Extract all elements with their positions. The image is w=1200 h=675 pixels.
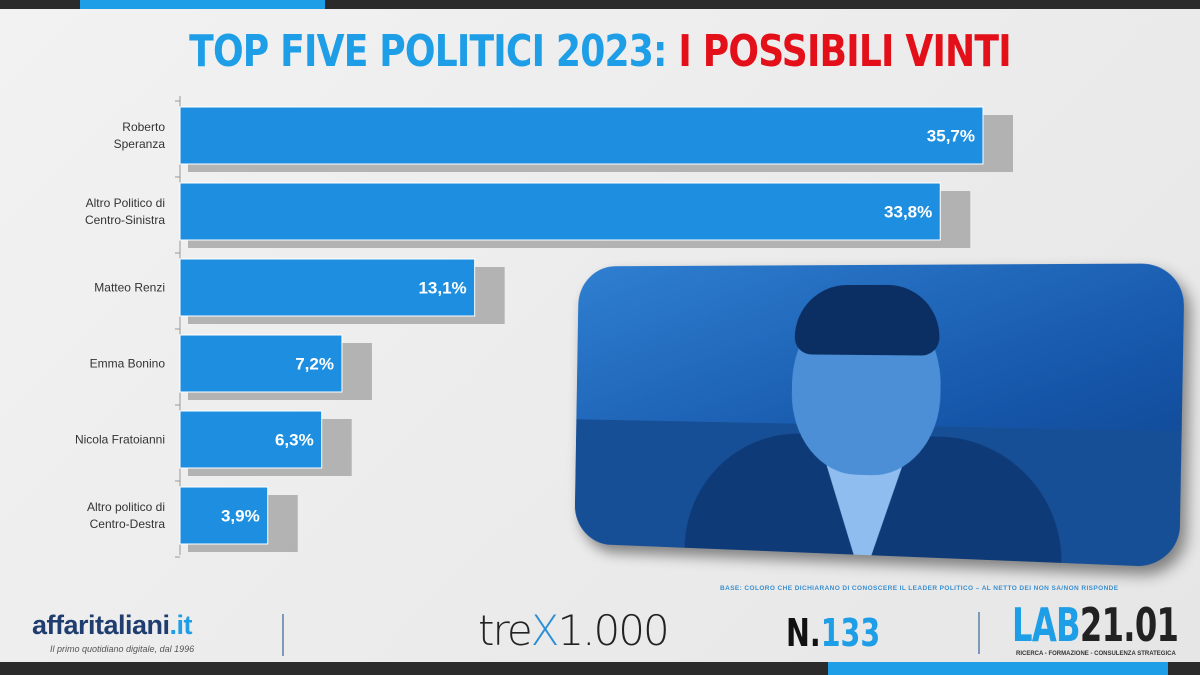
- title-part1: TOP FIVE POLITICI 2023:: [189, 26, 667, 77]
- title-part2: I POSSIBILI VINTI: [678, 26, 1011, 77]
- bottom-bar: [0, 662, 1200, 675]
- category-label: Roberto: [122, 120, 165, 134]
- lab2101-logo: LAB21.01: [1012, 602, 1179, 648]
- bottom-bar-accent: [828, 662, 1168, 675]
- category-label: Matteo Renzi: [94, 281, 165, 295]
- bar: [179, 106, 984, 165]
- category-label: Emma Bonino: [90, 357, 166, 371]
- lab-tagline: RICERCA - FORMAZIONE - CONSULENZA STRATE…: [1016, 651, 1176, 657]
- divider: [282, 614, 284, 656]
- data-label: 33,8%: [884, 203, 932, 222]
- trex-pre: tre: [478, 606, 533, 655]
- data-label: 35,7%: [927, 127, 975, 146]
- data-label: 13,1%: [418, 279, 466, 298]
- data-label: 7,2%: [295, 355, 334, 374]
- footer: affaritaliani.it Il primo quotidiano dig…: [0, 600, 1200, 675]
- category-label: Centro-Sinistra: [85, 213, 165, 227]
- lab-a: LAB: [1012, 598, 1081, 652]
- logo-name: affaritaliani: [32, 610, 170, 640]
- category-label: Altro politico di: [87, 500, 165, 514]
- data-label: 6,3%: [275, 431, 314, 450]
- trex-x: X: [530, 606, 560, 655]
- logo-tld: .it: [169, 610, 193, 640]
- category-label: Nicola Fratoianni: [75, 433, 165, 447]
- affaritaliani-tagline: Il primo quotidiano digitale, dal 1996: [50, 644, 195, 654]
- affaritaliani-logo: affaritaliani.it: [32, 610, 193, 640]
- bar: [179, 258, 476, 317]
- category-label: Centro-Destra: [90, 517, 166, 531]
- top-bar-accent: [80, 0, 325, 9]
- bar: [179, 486, 269, 545]
- bar: [179, 334, 343, 393]
- divider: [978, 612, 980, 654]
- trex1000-logo: treX1.000: [478, 610, 670, 652]
- lab-b: 21.01: [1079, 598, 1179, 652]
- chart-title: TOP FIVE POLITICI 2023: I POSSIBILI VINT…: [26, 30, 1174, 74]
- issue-prefix: N.: [786, 611, 821, 655]
- category-label: Altro Politico di: [86, 196, 165, 210]
- base-note: BASE: COLORO CHE DICHIARANO DI CONOSCERE…: [720, 585, 1119, 592]
- bar: [179, 410, 323, 469]
- category-label: Speranza: [114, 137, 166, 151]
- issue-value: 133: [820, 611, 881, 655]
- bar: [179, 182, 941, 241]
- top-bar: [0, 0, 1200, 9]
- trex-post: 1.000: [557, 606, 669, 655]
- issue-number: N.133: [786, 614, 880, 652]
- data-label: 3,9%: [221, 507, 260, 526]
